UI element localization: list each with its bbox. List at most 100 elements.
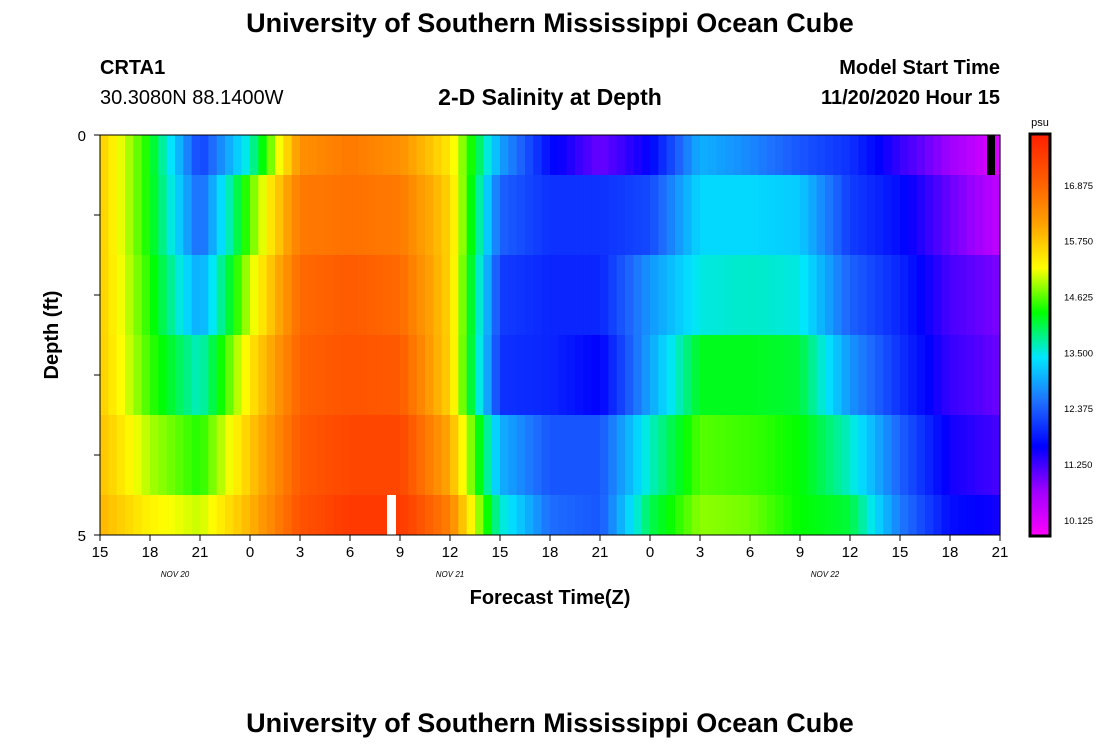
heatmap-cell — [858, 495, 868, 536]
heatmap-cell — [125, 255, 134, 336]
heatmap-cell — [675, 495, 684, 536]
heatmap-cell — [750, 415, 759, 496]
heatmap-cell — [308, 495, 318, 536]
heatmap-cell — [291, 495, 301, 536]
heatmap-cell — [633, 335, 643, 416]
heatmap-cell — [316, 495, 326, 536]
heatmap-cell — [150, 415, 159, 496]
heatmap-cell — [250, 255, 259, 336]
heatmap-cell — [216, 495, 226, 536]
heatmap-cell — [566, 335, 576, 416]
heatmap-cell — [775, 175, 784, 256]
heatmap-cell — [875, 495, 884, 536]
heatmap-cell — [608, 415, 618, 496]
heatmap-cell — [958, 255, 968, 336]
heatmap-cell — [358, 255, 368, 336]
heatmap-cell — [866, 415, 876, 496]
heatmap-cell — [533, 175, 543, 256]
heatmap-cell — [700, 255, 709, 336]
heatmap-cell — [983, 415, 993, 496]
heatmap-cell — [733, 415, 743, 496]
heatmap-cell — [525, 255, 534, 336]
heatmap-cell — [275, 415, 284, 496]
heatmap-cell — [283, 415, 293, 496]
heatmap-cell — [891, 175, 901, 256]
heatmap-cell — [316, 135, 326, 176]
heatmap-cell — [775, 495, 784, 536]
heatmap-cell — [966, 175, 976, 256]
heatmap-cell — [841, 135, 851, 176]
heatmap-cell — [291, 415, 301, 496]
heatmap-cell — [466, 255, 476, 336]
heatmap-cell — [516, 495, 526, 536]
heatmap-cell — [883, 255, 893, 336]
heatmap-cell — [825, 255, 834, 336]
heatmap-cell — [633, 255, 643, 336]
heatmap-cell — [450, 175, 459, 256]
heatmap-cell — [325, 175, 334, 256]
heatmap-cell — [275, 495, 284, 536]
heatmap-cell — [925, 335, 934, 416]
heatmap-cell — [975, 335, 984, 416]
station-location: 30.3080N 88.1400W — [100, 87, 284, 109]
heatmap-cell — [283, 335, 293, 416]
heatmap-cell — [208, 135, 218, 176]
heatmap-cell — [200, 135, 209, 176]
heatmap-cell — [241, 415, 251, 496]
heatmap-cell — [975, 255, 984, 336]
heatmap-cell — [758, 415, 768, 496]
heatmap-cell — [508, 175, 518, 256]
heatmap-cell — [758, 495, 768, 536]
x-tick-label: 6 — [346, 544, 354, 561]
heatmap-cell — [241, 335, 251, 416]
heatmap-cell — [191, 415, 201, 496]
heatmap-cell — [725, 335, 734, 416]
heatmap-cell — [575, 495, 584, 536]
heatmap-cell — [416, 175, 426, 256]
heatmap-cell — [108, 135, 118, 176]
heatmap-cell — [366, 175, 376, 256]
heatmap-cell — [400, 495, 409, 536]
heatmap-cell — [900, 495, 909, 536]
heatmap-cell — [558, 175, 568, 256]
heatmap-cell — [433, 415, 443, 496]
heatmap-cell — [316, 335, 326, 416]
heatmap-cell — [741, 495, 751, 536]
heatmap-cell — [391, 335, 401, 416]
heatmap-cell — [325, 495, 334, 536]
heatmap-cell — [841, 175, 851, 256]
heatmap-cell — [466, 415, 476, 496]
heatmap-cell — [491, 415, 501, 496]
heatmap-cell — [250, 135, 259, 176]
heatmap-cell — [575, 135, 584, 176]
x-tick-label: 3 — [696, 544, 704, 561]
heatmap-cell — [933, 135, 943, 176]
heatmap-cell — [475, 255, 484, 336]
heatmap-cell — [466, 175, 476, 256]
heatmap-cell — [766, 175, 776, 256]
x-tick-label: 9 — [396, 544, 404, 561]
heatmap-cell — [658, 175, 668, 256]
heatmap-cell — [208, 175, 218, 256]
heatmap-cell — [275, 135, 284, 176]
heatmap-cell — [608, 495, 618, 536]
heatmap-cell — [150, 135, 159, 176]
heatmap-cell — [900, 175, 909, 256]
colorbar-unit: psu — [1031, 117, 1049, 129]
heatmap-cell — [391, 135, 401, 176]
heatmap-cell — [825, 415, 834, 496]
heatmap-cell — [666, 415, 676, 496]
heatmap-cell — [216, 175, 226, 256]
heatmap-cell — [683, 135, 693, 176]
heatmap-cell — [800, 335, 809, 416]
heatmap-cell — [708, 415, 718, 496]
heatmap-cell — [191, 495, 201, 536]
heatmap-cell — [950, 335, 959, 416]
heatmap-cell — [491, 255, 501, 336]
heatmap-cell — [833, 495, 843, 536]
heatmap-cell — [550, 175, 559, 256]
x-tick-label: 3 — [296, 544, 304, 561]
heatmap-cell — [133, 255, 143, 336]
heatmap-cell — [666, 135, 676, 176]
heatmap-cell — [641, 495, 651, 536]
